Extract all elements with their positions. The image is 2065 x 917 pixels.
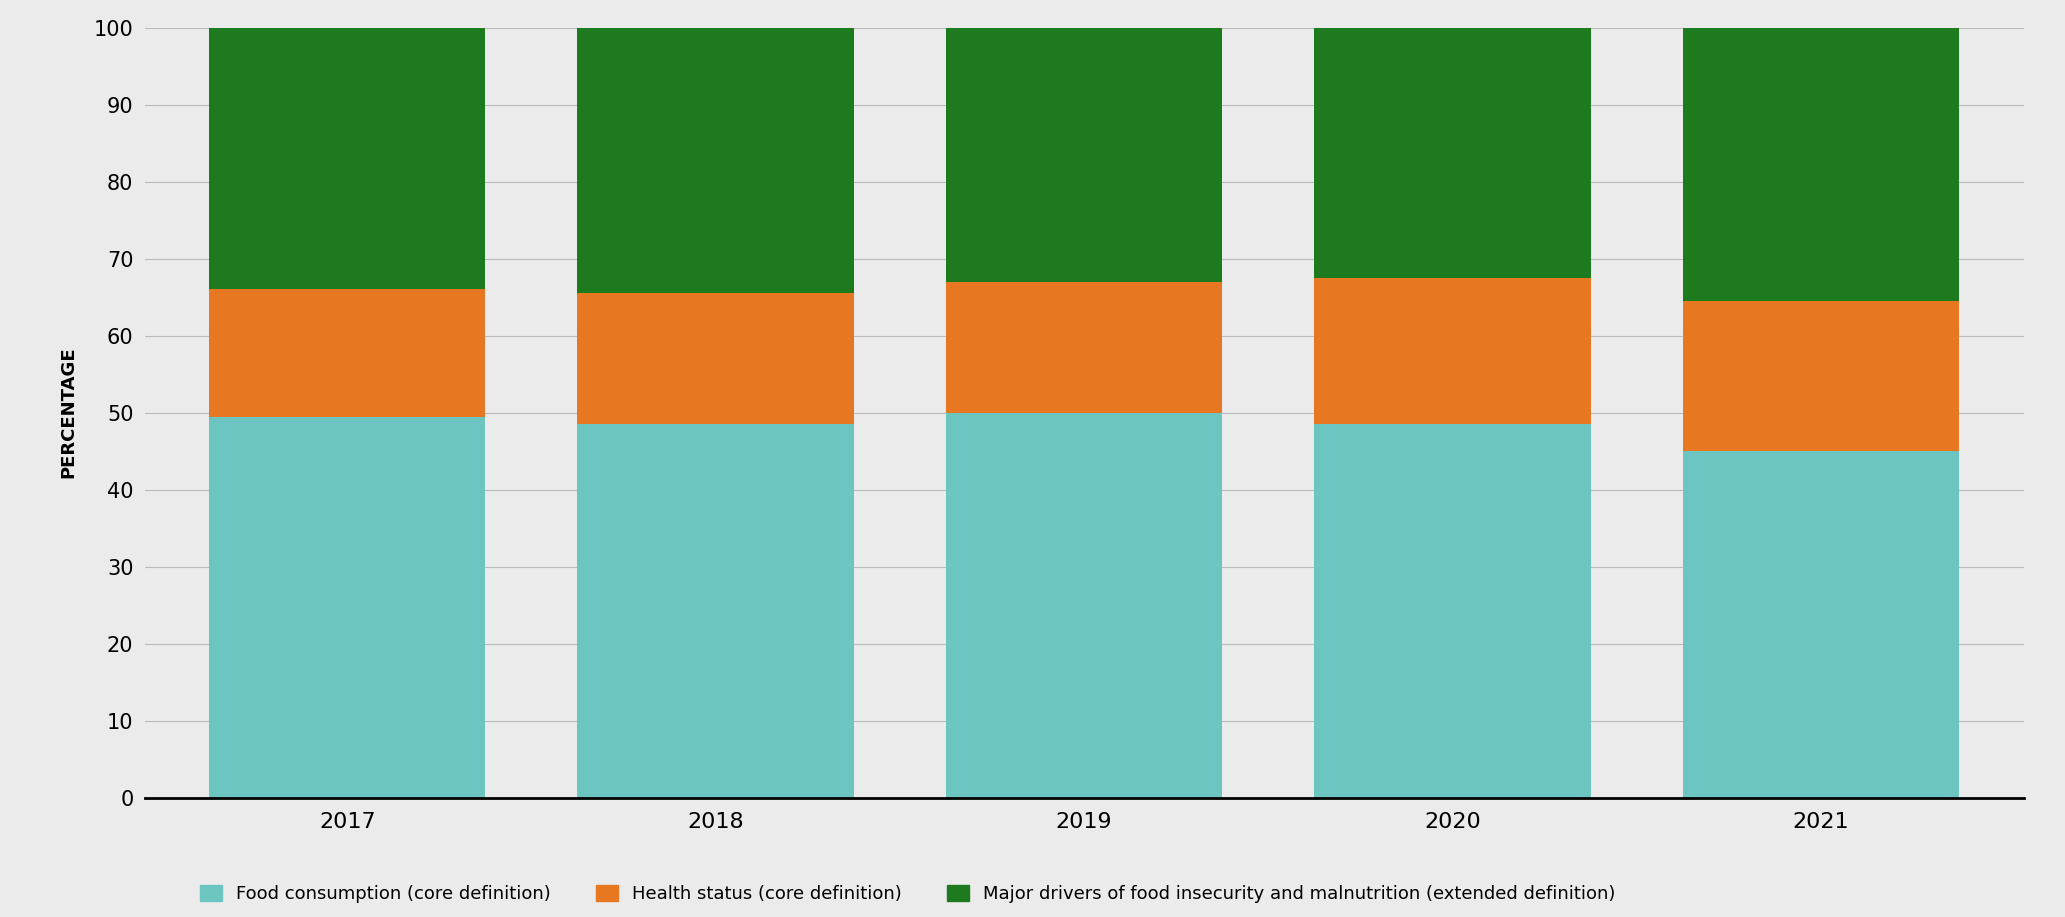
Bar (1683, 301, 1960, 451)
Bar (578, 293, 853, 425)
Bar (1683, 451, 1960, 798)
Bar (1315, 28, 1590, 278)
Bar (209, 416, 485, 798)
Bar (1683, 28, 1960, 301)
Y-axis label: PERCENTAGE: PERCENTAGE (60, 347, 76, 479)
Bar (946, 28, 1222, 282)
Legend: Food consumption (core definition), Health status (core definition), Major drive: Food consumption (core definition), Heal… (192, 876, 1625, 912)
Bar (209, 290, 485, 416)
Bar (578, 425, 853, 798)
Bar (1315, 425, 1590, 798)
Bar (946, 282, 1222, 413)
Bar (578, 28, 853, 293)
Bar (1315, 278, 1590, 425)
Bar (209, 28, 485, 290)
Bar (946, 413, 1222, 798)
